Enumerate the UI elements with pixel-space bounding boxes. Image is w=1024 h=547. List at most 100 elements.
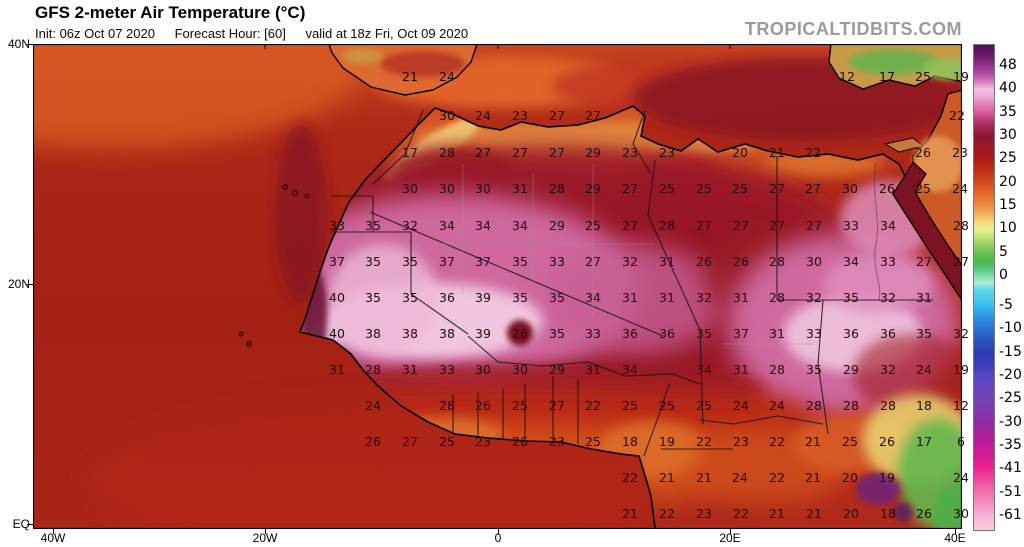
temp-value: 21 — [769, 144, 785, 160]
temp-value: 25 — [439, 433, 455, 449]
temp-value: 27 — [512, 144, 528, 160]
temp-value: 37 — [475, 253, 491, 269]
temp-value: 21 — [402, 68, 418, 84]
temp-value: 18 — [916, 397, 932, 413]
temp-value: 34 — [512, 217, 528, 233]
temp-value: 30 — [402, 180, 418, 196]
temp-value: 27 — [733, 217, 749, 233]
temp-value: 35 — [402, 289, 418, 305]
temp-value: 22 — [659, 505, 675, 521]
temp-value: 28 — [806, 397, 822, 413]
temp-value: 33 — [585, 325, 601, 341]
lat-label: EQ — [12, 517, 30, 531]
temp-value: 32 — [880, 289, 896, 305]
temp-value: 25 — [659, 397, 675, 413]
lon-label: 20W — [252, 531, 278, 545]
temp-value: 28 — [439, 397, 455, 413]
temp-value: 25 — [842, 433, 858, 449]
colorbar-tick-label: -61 — [999, 507, 1022, 523]
lat-tick — [27, 524, 33, 525]
temp-value: 32 — [622, 253, 638, 269]
lat-tick — [27, 284, 33, 285]
temp-value: 26 — [696, 253, 712, 269]
temp-value: 36 — [439, 289, 455, 305]
temp-value: 27 — [805, 180, 821, 196]
temp-value: 36 — [880, 325, 896, 341]
temp-value: 31 — [585, 361, 601, 377]
temp-value: 28 — [769, 361, 785, 377]
colorbar-tick-label: 20 — [999, 174, 1017, 190]
temp-value: 40 — [329, 289, 345, 305]
temp-value: 33 — [806, 325, 822, 341]
temp-value: 25 — [696, 397, 712, 413]
temp-value: 30 — [439, 180, 455, 196]
temp-value: 26 — [916, 505, 932, 521]
temp-value: 35 — [365, 217, 381, 233]
colorbar-tick-label: -20 — [999, 367, 1022, 383]
temp-value: 21 — [806, 505, 822, 521]
temp-value: 26 — [365, 433, 381, 449]
temp-value: 36 — [843, 325, 859, 341]
lon-label: 40W — [40, 531, 66, 545]
temp-value: 26 — [512, 433, 528, 449]
temp-value: 24 — [475, 107, 491, 123]
temp-value: 38 — [365, 325, 381, 341]
temp-value: 28 — [953, 217, 969, 233]
temp-value: 21 — [805, 469, 821, 485]
temp-value: 33 — [843, 217, 859, 233]
lon-label: 20E — [719, 531, 741, 545]
forecast-hour: Forecast Hour: [60] — [174, 26, 286, 41]
temp-value: 27 — [585, 107, 601, 123]
temp-value: 6 — [957, 433, 965, 449]
temp-value: 34 — [475, 217, 491, 233]
temp-value: 12 — [839, 68, 855, 84]
temp-value: 25 — [585, 217, 601, 233]
temp-value: 34 — [880, 217, 896, 233]
temp-value: 30 — [475, 361, 491, 377]
temp-value: 35 — [916, 325, 932, 341]
temp-value: 36 — [659, 325, 675, 341]
temp-value: 21 — [805, 433, 821, 449]
temp-value: 12 — [953, 397, 969, 413]
temp-value: 20 — [732, 144, 748, 160]
temp-value: 35 — [512, 289, 528, 305]
temp-value: 21 — [769, 505, 785, 521]
temp-value: 26 — [475, 397, 491, 413]
colorbar-tick-label: -35 — [999, 437, 1022, 453]
temp-value: 32 — [696, 289, 712, 305]
colorbar-tick-label: 40 — [999, 80, 1017, 96]
temp-value: 25 — [915, 180, 931, 196]
temp-value: 25 — [659, 180, 675, 196]
colorbar — [973, 44, 995, 531]
temp-value: 22 — [696, 433, 712, 449]
temp-value: 28 — [365, 361, 381, 377]
colorbar-tick-label: -5 — [999, 297, 1013, 313]
temp-value: 27 — [953, 253, 969, 269]
temp-value: 27 — [549, 107, 565, 123]
temp-value: 27 — [402, 433, 418, 449]
map-frame — [33, 44, 962, 529]
temp-value: 21 — [622, 505, 638, 521]
temp-value: 28 — [769, 289, 785, 305]
temp-value: 24 — [732, 469, 748, 485]
temp-value: 30 — [842, 180, 858, 196]
temperature-map — [33, 44, 962, 529]
temp-value: 30 — [806, 253, 822, 269]
temp-value: 24 — [916, 361, 932, 377]
lon-tick — [265, 529, 266, 534]
temp-value: 35 — [549, 325, 565, 341]
colorbar-tick-label: -10 — [999, 320, 1022, 336]
temp-value: 38 — [439, 325, 455, 341]
colorbar-tick-label: -51 — [999, 484, 1022, 500]
temp-value: 20 — [842, 469, 858, 485]
temp-value: 23 — [475, 433, 491, 449]
temp-value: 31 — [329, 361, 345, 377]
temp-value: 35 — [843, 289, 859, 305]
temp-value: 31 — [659, 289, 675, 305]
temp-value: 24 — [769, 397, 785, 413]
temp-value: 33 — [329, 217, 345, 233]
temp-value: 24 — [733, 397, 749, 413]
temp-value: 17 — [879, 68, 895, 84]
temp-value: 27 — [549, 144, 565, 160]
temp-value: 24 — [953, 469, 969, 485]
